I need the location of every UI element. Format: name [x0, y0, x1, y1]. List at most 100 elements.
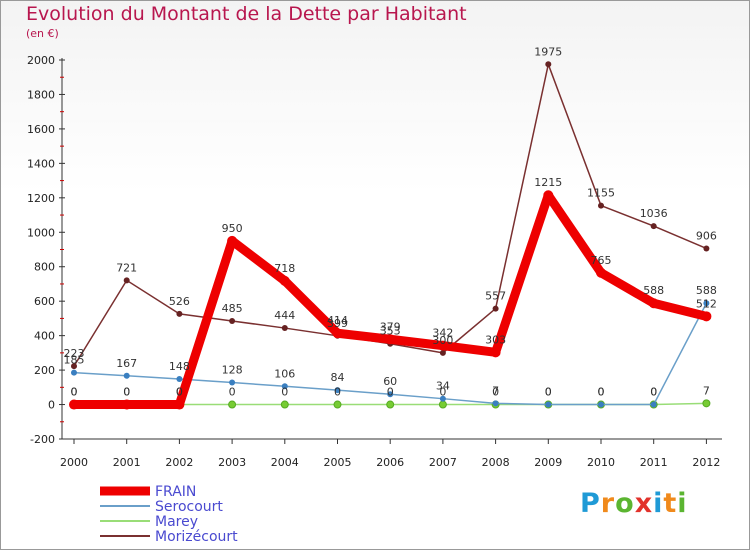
- data-label-serocourt: 0: [598, 386, 605, 399]
- data-point-serocourt: [703, 300, 710, 307]
- data-label-serocourt: 588: [696, 284, 717, 297]
- logo-letter: i: [677, 488, 688, 519]
- y-tick-label: 400: [34, 330, 55, 343]
- data-label-frain: 950: [222, 222, 243, 235]
- data-point-marey: [228, 400, 237, 409]
- data-label-marey: 7: [703, 384, 710, 397]
- data-label-frain: 0: [176, 386, 183, 399]
- data-label-moriz-court: 399: [327, 317, 348, 330]
- data-label-moriz-court: 557: [485, 290, 506, 303]
- legend-label-marey: Marey: [155, 514, 198, 530]
- logo-letter: i: [653, 488, 664, 519]
- y-tick-label: 1400: [27, 157, 55, 170]
- data-label-moriz-court: 444: [274, 309, 295, 322]
- data-label-moriz-court: 1036: [640, 207, 668, 220]
- data-label-moriz-court: 526: [169, 295, 190, 308]
- data-point-marey: [280, 400, 289, 409]
- logo-letter: P: [580, 488, 601, 519]
- data-point-moriz-court: [545, 61, 552, 68]
- data-label-serocourt: 60: [383, 375, 397, 388]
- data-label-moriz-court: 721: [116, 261, 137, 274]
- chart-subtitle: (en €): [26, 27, 59, 40]
- x-tick-label: 2000: [60, 456, 88, 469]
- data-label-serocourt: 148: [169, 360, 190, 373]
- data-label-serocourt: 7: [492, 384, 499, 397]
- chart-title: Evolution du Montant de la Dette par Hab…: [26, 3, 467, 25]
- data-point-moriz-court: [229, 317, 236, 324]
- x-tick-label: 2007: [429, 456, 457, 469]
- data-point-marey: [386, 400, 395, 409]
- data-point-moriz-court: [598, 202, 604, 209]
- x-tick-label: 2001: [113, 456, 141, 469]
- y-tick-label: 200: [34, 364, 55, 377]
- x-tick-label: 2012: [692, 456, 720, 469]
- legend-label-serocourt: Serocourt: [155, 499, 223, 515]
- y-tick-label: 600: [34, 295, 55, 308]
- x-tick-label: 2010: [587, 456, 615, 469]
- data-point-serocourt: [439, 395, 446, 402]
- logo-letter: r: [600, 488, 616, 519]
- x-tick-label: 2009: [534, 456, 562, 469]
- data-label-frain: 588: [643, 284, 664, 297]
- data-label-serocourt: 128: [222, 363, 243, 376]
- data-point-marey: [333, 400, 342, 409]
- data-point-frain: [279, 275, 290, 286]
- data-point-serocourt: [492, 400, 499, 407]
- data-label-moriz-court: 300: [432, 334, 453, 347]
- data-point-moriz-court: [123, 277, 130, 284]
- data-label-marey: 0: [387, 386, 394, 399]
- x-tick-label: 2011: [640, 456, 668, 469]
- data-point-moriz-court: [281, 325, 288, 332]
- data-point-serocourt: [650, 401, 657, 408]
- data-point-marey: [702, 399, 711, 408]
- data-label-frain: 512: [696, 297, 717, 310]
- data-point-moriz-court: [176, 310, 183, 317]
- series-frain: [69, 190, 712, 410]
- data-label-marey: 0: [492, 386, 499, 399]
- data-label-serocourt: 0: [545, 386, 552, 399]
- data-label-marey: 0: [598, 386, 605, 399]
- data-point-serocourt: [176, 376, 183, 383]
- data-label-frain: 765: [591, 254, 612, 267]
- legend-label-moriz-court: Morizécourt: [155, 529, 238, 545]
- data-label-frain: 0: [123, 386, 130, 399]
- data-point-serocourt: [123, 372, 130, 379]
- data-point-frain: [227, 235, 238, 246]
- data-label-frain: 414: [327, 314, 348, 327]
- y-tick-label: 2000: [27, 54, 55, 67]
- y-tick-label: 1200: [27, 192, 55, 205]
- data-label-marey: 0: [123, 386, 130, 399]
- data-point-moriz-court: [439, 349, 446, 356]
- data-label-marey: 0: [650, 386, 657, 399]
- data-label-serocourt: 0: [650, 386, 657, 399]
- data-point-serocourt: [71, 369, 77, 376]
- data-label-marey: 0: [71, 386, 78, 399]
- data-point-serocourt: [598, 401, 604, 408]
- data-point-serocourt: [229, 379, 236, 386]
- data-label-marey: 0: [439, 386, 446, 399]
- data-label-serocourt: 84: [331, 371, 345, 384]
- y-tick-label: 1600: [27, 123, 55, 136]
- data-label-frain: 718: [274, 262, 295, 275]
- data-label-moriz-court: 353: [380, 325, 401, 338]
- data-point-frain: [174, 399, 185, 410]
- x-tick-label: 2002: [165, 456, 193, 469]
- data-point-frain: [332, 328, 343, 339]
- data-point-frain: [69, 399, 79, 410]
- y-tick-label: 1800: [27, 88, 55, 101]
- x-tick-label: 2005: [324, 456, 352, 469]
- data-label-serocourt: 167: [116, 357, 137, 370]
- x-tick-label: 2003: [218, 456, 246, 469]
- x-tick-label: 2004: [271, 456, 299, 469]
- data-label-moriz-court: 1975: [534, 45, 562, 58]
- data-label-marey: 0: [176, 386, 183, 399]
- data-point-moriz-court: [703, 245, 710, 252]
- data-label-frain: 303: [485, 333, 506, 346]
- data-label-moriz-court: 485: [222, 302, 243, 315]
- data-point-frain: [701, 311, 712, 322]
- data-point-moriz-court: [71, 363, 77, 370]
- logo-letter: t: [663, 488, 678, 519]
- data-point-serocourt: [281, 383, 288, 390]
